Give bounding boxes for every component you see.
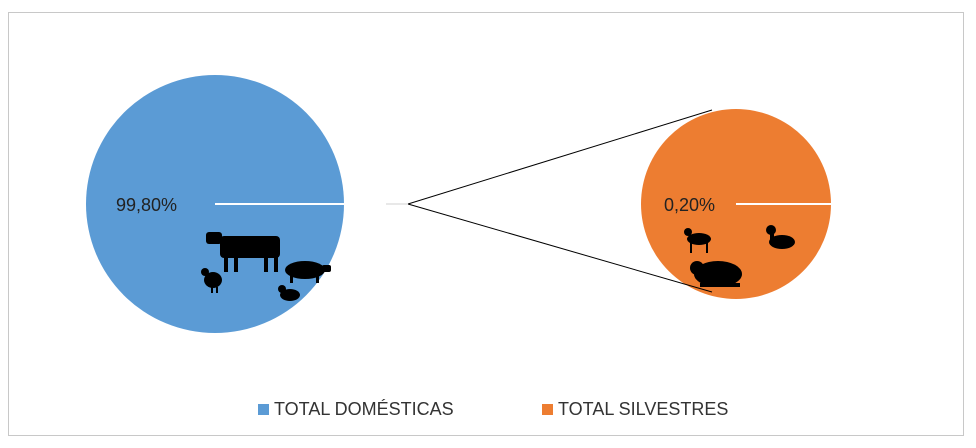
legend-swatch-domesticas: [258, 404, 269, 415]
rat-icon: [690, 261, 742, 287]
legend-swatch-silvestres: [542, 404, 553, 415]
connector-line-bottom: [407, 203, 713, 293]
legend-label-domesticas: TOTAL DOMÉSTICAS: [274, 399, 454, 419]
deer-icon: [684, 228, 711, 253]
connector-line-top: [407, 109, 713, 205]
chicken-icon: [201, 268, 222, 293]
data-label-silvestres: 0,20%: [664, 195, 715, 215]
duck-icon: [278, 285, 300, 301]
data-label-domesticas: 99,80%: [116, 195, 177, 215]
duck-icon: [766, 225, 795, 249]
legend-label-silvestres: TOTAL SILVESTRES: [558, 399, 728, 419]
cow-icon: [206, 232, 280, 272]
pig-icon: [285, 261, 331, 283]
